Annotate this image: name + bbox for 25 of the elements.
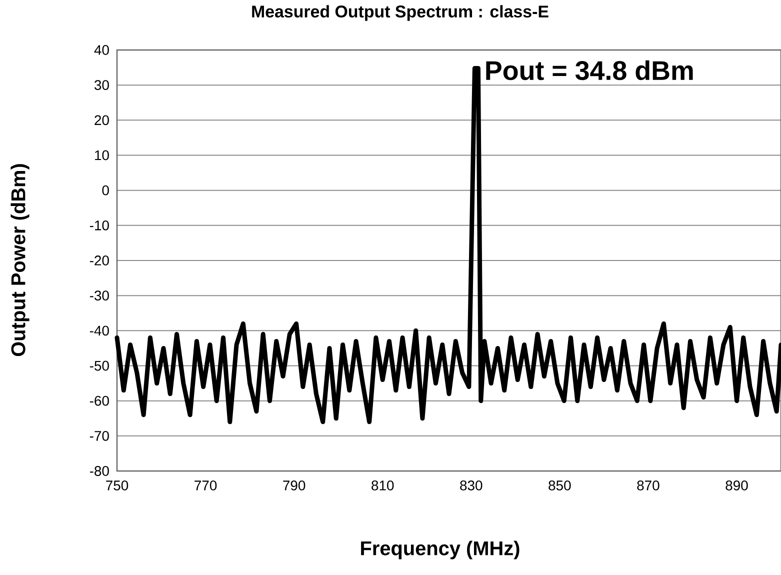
y-tick-label: -70: [90, 430, 109, 441]
x-tick-label: 750: [106, 480, 128, 490]
x-tick-label: 790: [283, 480, 306, 490]
x-tick-label: 850: [548, 480, 571, 490]
y-tick-label: -10: [90, 220, 109, 230]
y-tick-label: -20: [90, 256, 109, 266]
y-tick-label: -40: [90, 326, 109, 336]
x-tick-label: 830: [460, 480, 482, 490]
x-tick-label: 770: [194, 480, 217, 490]
x-tick-label: 890: [726, 480, 748, 490]
y-axis-title: Output Power (dBm): [10, 164, 30, 356]
y-tick-label: 0: [102, 185, 109, 196]
y-tick-label: -30: [90, 290, 109, 301]
y-tick-label: 10: [95, 150, 109, 160]
annotation: Pout = 34.8 dBm: [486, 60, 693, 80]
x-axis-title: Frequency (MHz): [361, 540, 520, 560]
y-tick-label: -60: [90, 396, 109, 406]
x-tick-label: 810: [372, 480, 394, 490]
y-tick-label: 30: [94, 80, 109, 90]
y-tick-label: 20: [94, 115, 109, 126]
y-tick-label: -80: [90, 466, 109, 476]
x-tick-label: 870: [637, 480, 660, 490]
y-tick-label: 40: [94, 45, 109, 55]
chart-title: Measured Output Spectrum : class-E: [252, 5, 548, 21]
y-tick-label: -50: [90, 360, 109, 371]
